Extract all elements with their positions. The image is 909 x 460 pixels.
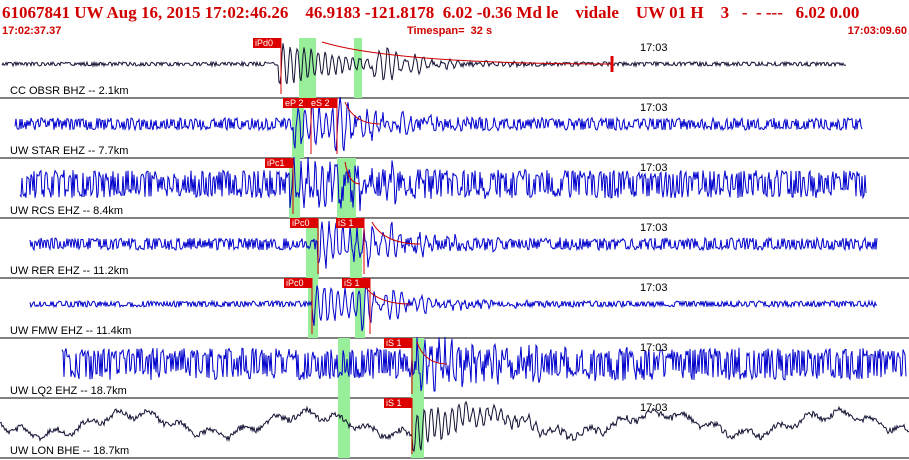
pick-window-band xyxy=(338,398,350,458)
time-tick-label: 17:03 xyxy=(640,342,668,354)
station-label: UW RER EHZ -- 11.2km xyxy=(10,265,128,277)
waveform-trace xyxy=(29,220,878,269)
seismogram-panel[interactable]: iS 1 17:03 UW LQ2 EHZ -- 18.7km xyxy=(0,336,909,399)
coda-curve xyxy=(371,221,421,245)
pick-flag[interactable] xyxy=(290,218,318,228)
pick-window-band xyxy=(411,398,424,458)
seismogram-panels[interactable]: iPd0 17:03 CC OBSR BHZ -- 2.1km eP 2 eS 2 17:… xyxy=(0,38,909,460)
pick-label: iPc1 xyxy=(267,158,285,168)
pick-label: iS 1 xyxy=(386,338,402,348)
waveform-trace xyxy=(61,336,907,392)
station-label: UW FMW EHZ -- 11.4km xyxy=(10,325,131,337)
station-label: UW RCS EHZ -- 8.4km xyxy=(10,205,123,217)
pick-label: iPc0 xyxy=(286,278,304,288)
waveform-trace xyxy=(14,96,863,152)
time-tick-label: 17:03 xyxy=(640,102,668,114)
pick-label: eS 2 xyxy=(311,98,330,108)
waveform-trace xyxy=(19,156,867,212)
pick-label: iPc0 xyxy=(292,218,310,228)
pick-flag[interactable] xyxy=(384,398,412,408)
timespan: Timespan= 32 s xyxy=(407,25,493,37)
pick-label: iS 1 xyxy=(386,398,402,408)
pick-window-band xyxy=(354,38,362,98)
seismogram-panel[interactable]: iS 1 17:03 UW LON BHE -- 18.7km xyxy=(0,398,909,459)
pick-window-band xyxy=(337,158,356,218)
coda-curve xyxy=(344,101,381,125)
event-header: 61067841 UW Aug 16, 2015 17:02:46.26 46.… xyxy=(0,0,909,38)
seismogram-panel[interactable]: iPc0 iS 1 17:03 UW RER EHZ -- 11.2km xyxy=(0,218,909,279)
pick-window-band xyxy=(289,158,300,218)
time-tick-label: 17:03 xyxy=(640,42,668,54)
coda-curve xyxy=(416,341,448,365)
pick-flag[interactable] xyxy=(265,158,293,168)
start-time: 17:02:37.37 xyxy=(2,25,62,37)
pick-label: eP 2 xyxy=(285,98,303,108)
event-title: 61067841 UW Aug 16, 2015 17:02:46.26 46.… xyxy=(2,3,860,22)
coda-curve xyxy=(321,41,613,65)
station-label: UW LQ2 EHZ -- 18.7km xyxy=(10,385,127,397)
seismogram-panel[interactable]: iPd0 17:03 CC OBSR BHZ -- 2.1km xyxy=(0,38,909,99)
pick-label: iS 1 xyxy=(344,278,360,288)
pick-flag[interactable] xyxy=(283,98,311,108)
pick-flag[interactable] xyxy=(342,278,370,288)
pick-flag[interactable] xyxy=(336,218,364,228)
pick-flag[interactable] xyxy=(309,98,337,108)
pick-label: iPd0 xyxy=(255,38,273,48)
pick-window-band xyxy=(350,218,362,278)
time-tick-label: 17:03 xyxy=(640,222,668,234)
pick-window-band xyxy=(308,278,318,338)
station-label: UW STAR EHZ -- 7.7km xyxy=(10,145,128,157)
pick-label: iS 1 xyxy=(338,218,354,228)
pick-flag[interactable] xyxy=(284,278,312,288)
pick-window-band xyxy=(355,278,365,338)
waveform-trace xyxy=(1,43,846,85)
seismogram-panel[interactable]: iPc0 iS 1 17:03 UW FMW EHZ -- 11.4km xyxy=(0,277,909,339)
pick-window-band xyxy=(306,218,319,278)
waveform-trace xyxy=(29,277,878,332)
pick-flag[interactable] xyxy=(253,38,281,48)
station-label: CC OBSR BHZ -- 2.1km xyxy=(10,85,129,97)
station-label: UW LON BHE -- 18.7km xyxy=(10,445,129,457)
time-tick-label: 17:03 xyxy=(640,282,668,294)
pick-window-band xyxy=(338,338,350,398)
time-tick-label: 17:03 xyxy=(640,162,668,174)
end-time: 17:03:09.60 xyxy=(847,25,907,37)
seismogram-panel[interactable]: eP 2 eS 2 17:03 UW STAR EHZ -- 7.7km xyxy=(0,96,909,159)
waveform-trace xyxy=(0,400,909,453)
pick-flag[interactable] xyxy=(384,338,412,348)
seismogram-panel[interactable]: iPc1 17:03 UW RCS EHZ -- 8.4km xyxy=(0,156,909,219)
time-tick-label: 17:03 xyxy=(640,402,668,414)
coda-curve xyxy=(344,161,361,185)
